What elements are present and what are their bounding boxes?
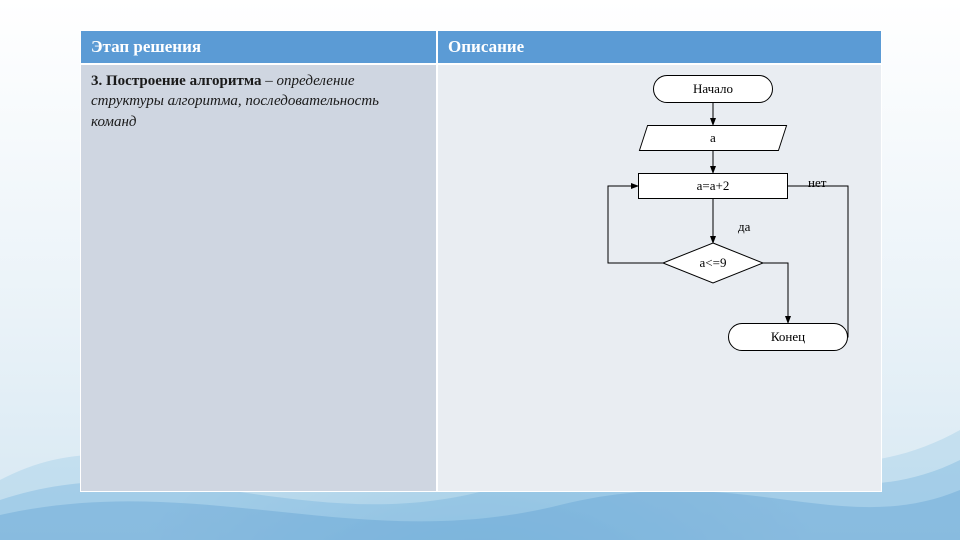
node-input: a	[639, 125, 787, 151]
node-process: a=a+2	[638, 173, 788, 199]
stage-title: 3. Построение алгоритма	[91, 73, 262, 89]
header-col-stage: Этап решения	[81, 31, 438, 63]
flowchart: данетНачалоaa=a+2a<=9Конец	[438, 65, 881, 491]
description-cell: данетНачалоaa=a+2a<=9Конец	[438, 65, 881, 491]
stage-cell: 3. Построение алгоритма – определение ст…	[81, 65, 438, 491]
node-decision: a<=9	[663, 243, 763, 283]
content-table: Этап решения Описание 3. Построение алго…	[80, 30, 882, 492]
header-col-description: Описание	[438, 31, 881, 63]
table-header-row: Этап решения Описание	[81, 31, 881, 65]
table-body-row: 3. Построение алгоритма – определение ст…	[81, 65, 881, 491]
slide: Этап решения Описание 3. Построение алго…	[0, 0, 960, 540]
node-start: Начало	[653, 75, 773, 103]
stage-sep: –	[262, 73, 277, 89]
node-end: Конец	[728, 323, 848, 351]
